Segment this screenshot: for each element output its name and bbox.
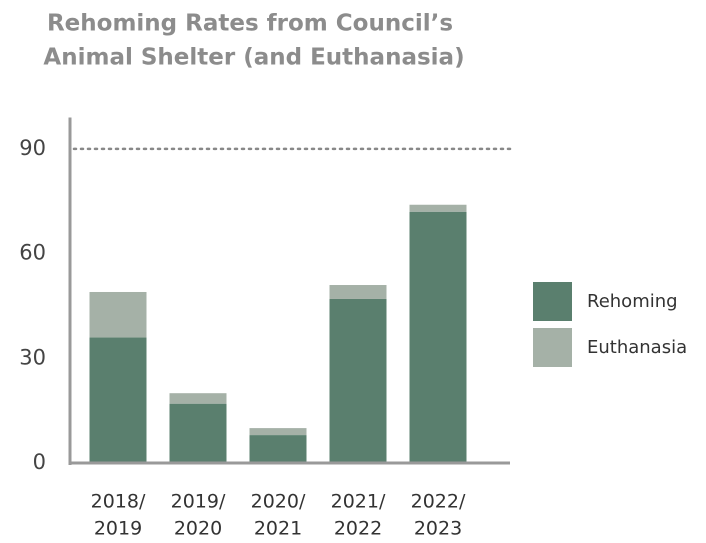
x-tick-label: 2018/	[91, 491, 146, 513]
x-tick-label: 2022/	[411, 491, 466, 513]
legend-swatch	[533, 328, 572, 367]
legend-label: Rehoming	[587, 291, 678, 312]
x-tick-label: 2020/	[251, 491, 306, 513]
y-tick-label: 60	[19, 241, 46, 265]
bar-segment	[409, 211, 467, 463]
x-tick-label: 2021	[254, 518, 302, 540]
x-tick-label: 2020	[174, 518, 222, 540]
legend-label: Euthanasia	[587, 337, 687, 358]
bar-segment	[249, 435, 307, 463]
bar-segment	[89, 337, 147, 463]
bar-segment	[249, 428, 307, 436]
bar-segment	[89, 291, 147, 338]
x-tick-label: 2021/	[331, 491, 386, 513]
chart-title: Rehoming Rates from Council’s	[47, 11, 453, 37]
x-tick-label: 2019/	[171, 491, 226, 513]
y-tick-label: 0	[33, 450, 46, 474]
bar-segment	[169, 393, 227, 404]
bar-segment	[329, 298, 387, 463]
y-tick-label: 30	[19, 345, 46, 369]
y-tick-label: 90	[19, 136, 46, 160]
legend-swatch	[533, 282, 572, 321]
x-tick-label: 2023	[414, 518, 462, 540]
bar-segment	[409, 204, 467, 212]
x-tick-label: 2019	[94, 518, 142, 540]
x-tick-label: 2022	[334, 518, 382, 540]
chart-title: Animal Shelter (and Euthanasia)	[43, 45, 464, 71]
bar-segment	[169, 403, 227, 463]
bar-segment	[329, 285, 387, 299]
